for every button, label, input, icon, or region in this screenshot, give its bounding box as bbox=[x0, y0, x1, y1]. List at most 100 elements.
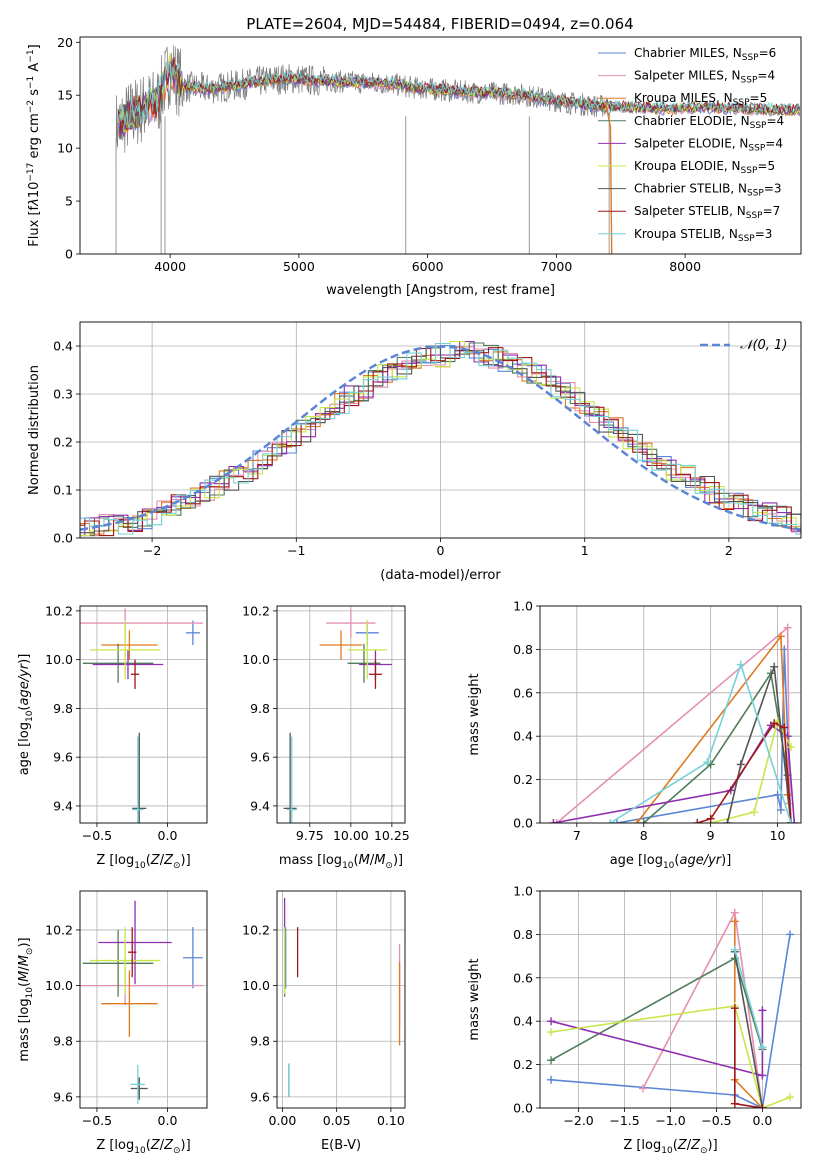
x-tick-label: 7 bbox=[573, 828, 581, 843]
x-tick-label: 10.00 bbox=[333, 828, 369, 843]
y-axis-label: age [log10(age/yr)] bbox=[17, 654, 35, 776]
y-tick-label: 10.0 bbox=[242, 978, 270, 993]
y-tick-label: 10.2 bbox=[45, 922, 73, 937]
y-tick-label: 0.0 bbox=[513, 816, 533, 831]
weight-line-chabrier_elodie bbox=[550, 957, 764, 1061]
x-tick-label: −1.5 bbox=[609, 1113, 639, 1128]
weight_vs_age-axes: 7 8 9 10 0.0 0.2 0.4 0.6 0.8 1.0 age [log10(age/yr… bbox=[467, 599, 802, 871]
x-tick-label: −1.0 bbox=[655, 1113, 685, 1128]
age_vs_mass-axes: 9.75 10.00 10.25 9.4 9.6 9.8 10.0 10.2 mass [log… bbox=[242, 603, 410, 871]
legend-label-kroupa_miles: Kroupa MILES, NSSP=5 bbox=[634, 91, 767, 108]
x-tick-label: 0.10 bbox=[377, 1113, 405, 1128]
residuals-plot bbox=[80, 340, 801, 537]
x-tick-label: 10 bbox=[770, 828, 786, 843]
histogram-salpeter_stelib bbox=[80, 347, 801, 537]
x-tick-label: 0.0 bbox=[158, 828, 178, 843]
legend-label-chabrier_miles: Chabrier MILES, NSSP=6 bbox=[634, 46, 776, 63]
y-tick-label: 9.8 bbox=[53, 1034, 73, 1049]
y-tick-label: 0.4 bbox=[513, 729, 533, 744]
x-tick-label: 10.25 bbox=[374, 828, 410, 843]
x-axis-label: (data-model)/error bbox=[380, 568, 501, 583]
x-axis-label: wavelength [Angstrom, rest frame] bbox=[326, 283, 555, 298]
y-tick-label: 0.6 bbox=[513, 685, 533, 700]
x-tick-label: 5000 bbox=[283, 259, 315, 274]
y-tick-label: 9.4 bbox=[250, 798, 270, 813]
y-tick-label: 9.6 bbox=[250, 1089, 270, 1104]
legend-label-chabrier_stelib: Chabrier STELIB, NSSP=3 bbox=[634, 182, 782, 199]
spectrum-axes: 4000 5000 6000 7000 8000 0 5 10 15 20 wavelength [… bbox=[26, 35, 802, 298]
legend-label-salpeter_miles: Salpeter MILES, NSSP=4 bbox=[634, 69, 775, 86]
histogram-salpeter_miles bbox=[80, 346, 801, 537]
y-tick-label: 0.3 bbox=[53, 387, 73, 402]
model-line-kroupa_stelib bbox=[118, 60, 801, 129]
mass_vs_Z-plot bbox=[80, 900, 203, 1104]
y-tick-label: 10.2 bbox=[242, 603, 270, 618]
weight-line-kroupa_elodie bbox=[550, 1005, 791, 1108]
y-tick-label: 1.0 bbox=[513, 884, 533, 899]
weight_vs_Z-frame bbox=[539, 890, 802, 1109]
y-tick-label: 10.0 bbox=[242, 652, 270, 667]
y-tick-label: 0.0 bbox=[53, 531, 73, 546]
x-tick-label: 1 bbox=[581, 543, 589, 558]
y-tick-label: 9.8 bbox=[53, 701, 73, 716]
x-tick-label: 0.0 bbox=[158, 1113, 178, 1128]
x-tick-label: 8 bbox=[640, 828, 648, 843]
model-line-chabrier_stelib bbox=[118, 60, 801, 135]
x-tick-label: 0 bbox=[437, 543, 445, 558]
y-tick-label: 10.2 bbox=[45, 603, 73, 618]
y-tick-label: 9.6 bbox=[53, 750, 73, 765]
y-tick-label: 9.6 bbox=[53, 1089, 73, 1104]
histogram-chabrier_stelib bbox=[80, 345, 801, 537]
weight-line-chabrier_stelib bbox=[734, 951, 764, 1108]
legend: Chabrier MILES, NSSP=6 Salpeter MILES, NS… bbox=[598, 46, 784, 244]
mass_vs_Z-frame bbox=[79, 890, 208, 1109]
model-dip bbox=[604, 101, 613, 254]
y-tick-label: 0.4 bbox=[53, 339, 73, 354]
y-tick-label: 10.2 bbox=[242, 922, 270, 937]
legend-label-normal: 𝒩(0, 1) bbox=[740, 338, 787, 353]
x-tick-label: −0.5 bbox=[82, 828, 112, 843]
histogram-kroupa_stelib bbox=[80, 342, 801, 535]
y-tick-label: 20 bbox=[57, 35, 73, 50]
age_vs_Z-axes: −0.5 0.0 9.4 9.6 9.8 10.0 10.2 Z [log10(Z/Z⊙)] a… bbox=[17, 603, 208, 871]
data-spectrum-line bbox=[115, 45, 611, 165]
residuals-axes: −2 −1 0 1 2 0.0 0.1 0.2 0.3 0.4 𝒩(0, 1) (data-model… bbox=[27, 321, 802, 583]
age_vs_Z-frame bbox=[79, 605, 208, 824]
x-tick-label: −2.0 bbox=[563, 1113, 593, 1128]
weight-line-kroupa_stelib bbox=[609, 662, 792, 823]
y-axis-label: mass [log10(M/M⊙)] bbox=[17, 937, 35, 1061]
y-tick-label: 10.0 bbox=[45, 978, 73, 993]
age_vs_Z-plot bbox=[80, 608, 203, 823]
weight_vs_age-frame bbox=[539, 605, 802, 824]
y-tick-label: 0.1 bbox=[53, 483, 73, 498]
y-tick-label: 9.6 bbox=[250, 750, 270, 765]
page-title: PLATE=2604, MJD=54484, FIBERID=0494, z=0… bbox=[246, 15, 633, 33]
weight_vs_Z-plot bbox=[547, 908, 794, 1108]
y-axis-label: mass weight bbox=[467, 673, 482, 755]
legend-label-kroupa_elodie: Kroupa ELODIE, NSSP=5 bbox=[634, 159, 775, 176]
legend-label-salpeter_elodie: Salpeter ELODIE, NSSP=4 bbox=[634, 136, 783, 153]
mass_vs_ebv-frame bbox=[276, 890, 406, 1109]
mass_vs_Z-axes: −0.5 0.0 9.6 9.8 10.0 10.2 Z [log10(Z/Z⊙)] mass… bbox=[17, 890, 208, 1156]
x-axis-label: E(B-V) bbox=[321, 1138, 361, 1153]
x-axis-label: mass [log10(M/M⊙)] bbox=[279, 853, 403, 871]
legend-label-kroupa_stelib: Kroupa STELIB, NSSP=3 bbox=[634, 227, 772, 244]
y-tick-label: 0 bbox=[65, 247, 73, 262]
weight-line-kroupa_stelib bbox=[734, 949, 764, 1048]
y-tick-label: 15 bbox=[57, 88, 73, 103]
x-tick-label: −1 bbox=[287, 543, 305, 558]
x-axis-label: age [log10(age/yr)] bbox=[610, 853, 732, 871]
legend-label-salpeter_stelib: Salpeter STELIB, NSSP=7 bbox=[634, 204, 780, 221]
x-tick-label: −0.5 bbox=[82, 1113, 112, 1128]
weight-line-salpeter_miles bbox=[556, 625, 792, 823]
y-tick-label: 9.8 bbox=[250, 1034, 270, 1049]
spectrum-plot bbox=[115, 45, 801, 254]
x-axis-label: Z [log10(Z/Z⊙)] bbox=[96, 1138, 190, 1156]
residuals-frame bbox=[79, 321, 802, 539]
x-tick-label: −2 bbox=[143, 543, 161, 558]
y-tick-label: 10.0 bbox=[45, 652, 73, 667]
y-axis-label: Normed distribution bbox=[27, 365, 42, 495]
legend-label-chabrier_elodie: Chabrier ELODIE, NSSP=4 bbox=[634, 114, 784, 131]
y-tick-label: 9.8 bbox=[250, 701, 270, 716]
